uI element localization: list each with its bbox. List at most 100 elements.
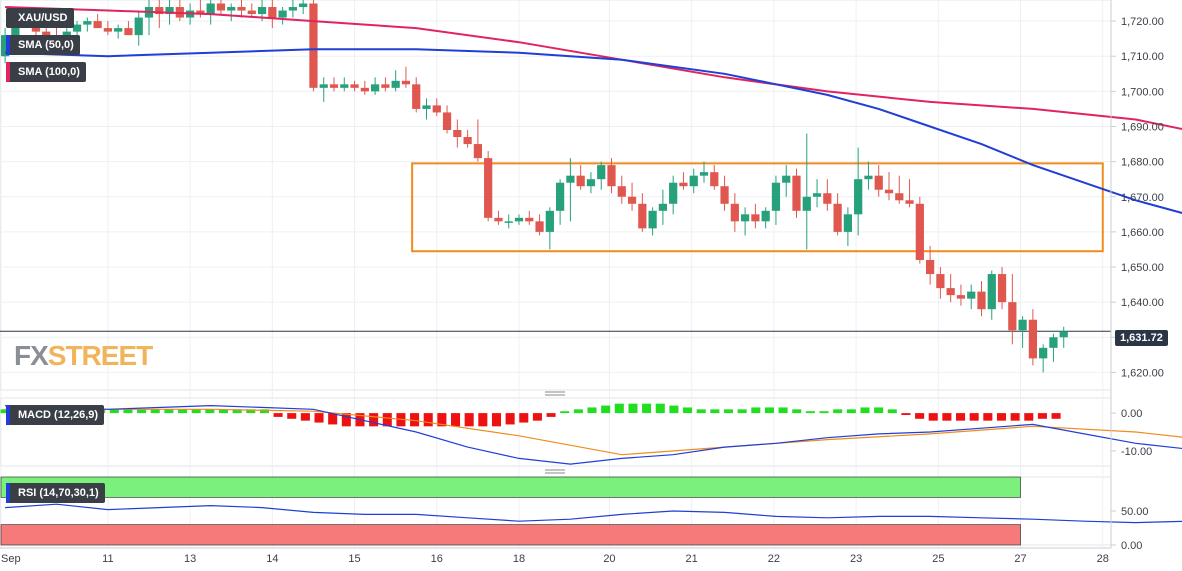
macd-histogram-bar	[723, 409, 734, 414]
consolidation-box-layer	[411, 162, 1104, 253]
candle-body	[854, 179, 863, 215]
candle-body	[381, 84, 390, 88]
macd-histogram-bar	[300, 413, 310, 421]
macd-color-swatch	[6, 405, 10, 425]
macd-histogram-bar	[969, 413, 979, 421]
candle-body	[823, 193, 832, 204]
candle-body	[371, 84, 380, 92]
macd-histogram-bar	[314, 413, 324, 423]
macd-histogram-bar	[451, 413, 461, 427]
candle-body	[504, 221, 513, 223]
macd-histogram-bar	[996, 413, 1007, 421]
macd-label[interactable]: MACD (12,26,9)	[6, 405, 105, 425]
candle-body	[792, 175, 801, 211]
rsi-oversold-zone	[0, 524, 1021, 546]
macd-histogram-bar	[778, 407, 788, 414]
candle-body	[874, 175, 883, 190]
candle-body	[1028, 319, 1037, 359]
candle-body	[484, 158, 493, 218]
candle-body	[977, 291, 986, 310]
candle-body	[1039, 347, 1048, 359]
candle-body	[936, 274, 945, 289]
macd-histogram-bar	[614, 403, 624, 414]
candle-body	[597, 165, 606, 180]
candle-body	[31, 24, 41, 32]
price-tick-label: 1,720.00	[1121, 16, 1164, 28]
macd-histogram-bar	[341, 413, 351, 427]
candle-body	[556, 182, 565, 211]
candle-body	[360, 87, 369, 92]
macd-histogram-bar	[655, 403, 665, 414]
time-tick-label: 22	[768, 553, 780, 565]
macd-histogram-bar	[601, 405, 611, 414]
macd-histogram-bar	[792, 409, 802, 414]
candle-body	[42, 31, 51, 36]
candle-body	[669, 182, 678, 204]
time-tick-label: 25	[932, 553, 944, 565]
candle-body	[967, 291, 976, 299]
candle-body	[196, 10, 205, 15]
time-tick-label: 15	[348, 553, 360, 565]
candle-body	[1008, 302, 1017, 331]
macd-histogram-bar	[246, 409, 256, 414]
sma50-color-swatch	[6, 35, 10, 55]
candle-body	[586, 179, 596, 187]
macd-histogram-bar	[178, 409, 188, 414]
candle-body	[329, 84, 339, 88]
candle-body	[915, 203, 924, 260]
rsi-color-swatch	[6, 483, 10, 503]
candle-body	[607, 165, 616, 187]
candle-body	[710, 172, 719, 187]
macd-line	[5, 404, 1182, 465]
macd-histogram-bar	[546, 413, 556, 417]
candle-body	[124, 28, 133, 36]
candle-body	[987, 274, 996, 310]
macd-histogram-bar	[423, 413, 433, 427]
macd-histogram-bar	[1037, 413, 1047, 419]
candle-body	[278, 10, 287, 18]
candle-body	[453, 130, 462, 138]
candle-body	[699, 172, 709, 176]
candle-body	[1049, 337, 1058, 348]
grid-lines	[0, 0, 1112, 548]
candle-body	[72, 24, 82, 32]
macd-histogram-bar	[942, 413, 952, 421]
time-tick-label: 14	[266, 553, 278, 565]
candle-body	[247, 10, 256, 15]
sma100-label[interactable]: SMA (100,0)	[6, 62, 86, 82]
candle-body	[422, 105, 431, 109]
panel-frame	[0, 0, 1112, 391]
candle-body	[525, 217, 534, 222]
candle-body	[545, 210, 554, 232]
macd-histogram-bar	[874, 407, 884, 414]
candle-body	[730, 203, 739, 222]
candle-body	[1059, 331, 1068, 338]
candle-body	[83, 21, 92, 25]
sma-lines	[5, 6, 1182, 214]
macd-histogram-bar	[532, 413, 542, 421]
macd-histogram-bar	[232, 409, 242, 414]
candle-body	[679, 182, 688, 187]
rsi-label[interactable]: RSI (14,70,30,1)	[6, 483, 105, 503]
candle-body	[689, 175, 698, 187]
macd-tick-label: -10.00	[1121, 446, 1152, 458]
macd-histogram-bar	[328, 413, 338, 425]
fxstreet-logo: FXSTREET	[14, 340, 153, 371]
sma50-label[interactable]: SMA (50,0)	[6, 35, 80, 55]
candle-body	[864, 175, 873, 180]
macd-histogram-bar	[833, 409, 843, 414]
macd-histogram-bar	[846, 409, 856, 414]
rsi-tick-label: 50.00	[1121, 506, 1149, 518]
candle-body	[442, 112, 452, 130]
candle-body	[741, 214, 750, 222]
candle-body	[658, 203, 667, 211]
symbol-label[interactable]: XAU/USD	[6, 8, 74, 28]
rsi-panel	[0, 476, 1182, 546]
candle-body	[473, 144, 482, 159]
macd-tick-label: 0.00	[1121, 408, 1142, 420]
macd-histogram-bar	[737, 409, 747, 414]
candle-body	[103, 28, 112, 32]
panel-frame	[0, 397, 1112, 467]
sma100-color-swatch	[6, 62, 10, 82]
macd-histogram-bar	[164, 409, 174, 414]
